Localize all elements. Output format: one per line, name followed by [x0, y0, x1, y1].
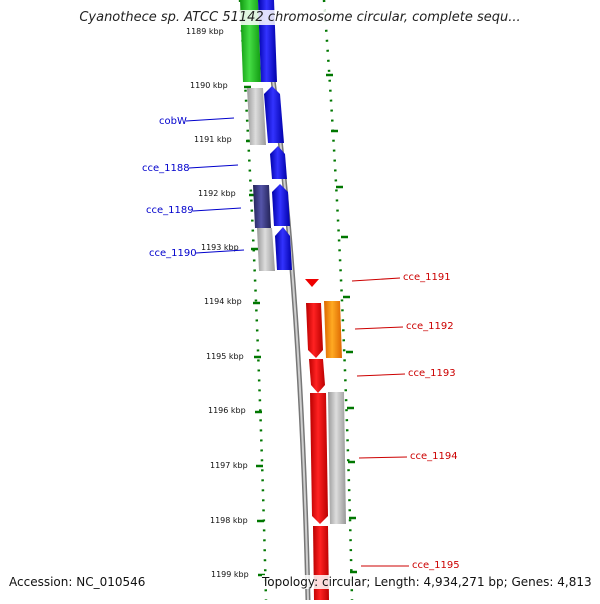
gene-gray-cobW[interactable]: [247, 88, 266, 145]
accession-text: Accession: NC_010546: [9, 575, 146, 589]
leader-line: [195, 249, 245, 254]
leader-line: [358, 456, 408, 459]
gene-red-cce1191[interactable]: [305, 279, 319, 287]
topology-text: Topology: circular; Length: 4,934,271 bp…: [262, 575, 592, 589]
gene-red-cce1192[interactable]: [306, 303, 323, 358]
gene-label-cce1192[interactable]: cce_1192: [406, 321, 454, 332]
kbp-label: 1190 kbp: [190, 81, 228, 90]
leader-line: [351, 277, 401, 282]
gene-red-cce1193[interactable]: [309, 359, 325, 393]
gene-blue-cobW[interactable]: [264, 86, 284, 143]
gene-blue-cce1190[interactable]: [275, 227, 292, 270]
gene-labels-left: cobW cce_1188 cce_1189 cce_1190: [142, 116, 245, 259]
leader-line: [188, 164, 239, 169]
kbp-label: 1198 kbp: [210, 516, 248, 525]
ruler-track-outer: [322, 0, 354, 601]
gene-label-cce1195[interactable]: cce_1195: [412, 560, 460, 571]
leader-line: [192, 207, 242, 212]
gene-gray-cce1190[interactable]: [257, 228, 275, 271]
gene-label-cce1189[interactable]: cce_1189: [146, 205, 194, 216]
gene-label-cobW[interactable]: cobW: [159, 116, 187, 127]
leader-line: [354, 326, 404, 330]
leader-line: [356, 373, 406, 377]
map-title: Cyanothece sp. ATCC 51142 chromosome cir…: [0, 10, 600, 25]
kbp-label: 1196 kbp: [208, 406, 246, 415]
ruler-ticks-left: [242, 30, 265, 577]
gene-label-cce1194[interactable]: cce_1194: [410, 451, 458, 462]
kbp-label: 1197 kbp: [210, 461, 248, 470]
gene-gray-cce1194[interactable]: [328, 392, 346, 524]
gene-navy-cce1189[interactable]: [253, 185, 271, 228]
kbp-labels: 1189 kbp 1190 kbp 1191 kbp 1192 kbp 1193…: [186, 27, 249, 579]
kbp-label: 1191 kbp: [194, 135, 232, 144]
genes-reverse: [305, 279, 346, 600]
leader-line: [185, 117, 235, 122]
gene-label-cce1191[interactable]: cce_1191: [403, 272, 451, 283]
gene-orange-cce1192[interactable]: [324, 301, 342, 358]
gene-labels-right: cce_1191 cce_1192 cce_1193 cce_1194 cce_…: [351, 272, 460, 571]
gene-red-cce1194[interactable]: [310, 393, 328, 524]
genes-forward: [240, 0, 292, 271]
gene-label-cce1193[interactable]: cce_1193: [408, 368, 456, 379]
kbp-label: 1189 kbp: [186, 27, 224, 36]
kbp-label: 1193 kbp: [201, 243, 239, 252]
ruler-ticks-right: [326, 73, 357, 574]
gene-label-cce1190[interactable]: cce_1190: [149, 248, 197, 259]
ruler-track-inner: [238, 0, 268, 601]
kbp-label: 1192 kbp: [198, 189, 236, 198]
kbp-label: 1195 kbp: [206, 352, 244, 361]
gene-blue-cce1188[interactable]: [270, 146, 287, 179]
kbp-label: 1194 kbp: [204, 297, 242, 306]
gene-label-cce1188[interactable]: cce_1188: [142, 163, 190, 174]
gene-blue-cce1189[interactable]: [272, 184, 290, 226]
kbp-label: 1199 kbp: [211, 570, 249, 579]
